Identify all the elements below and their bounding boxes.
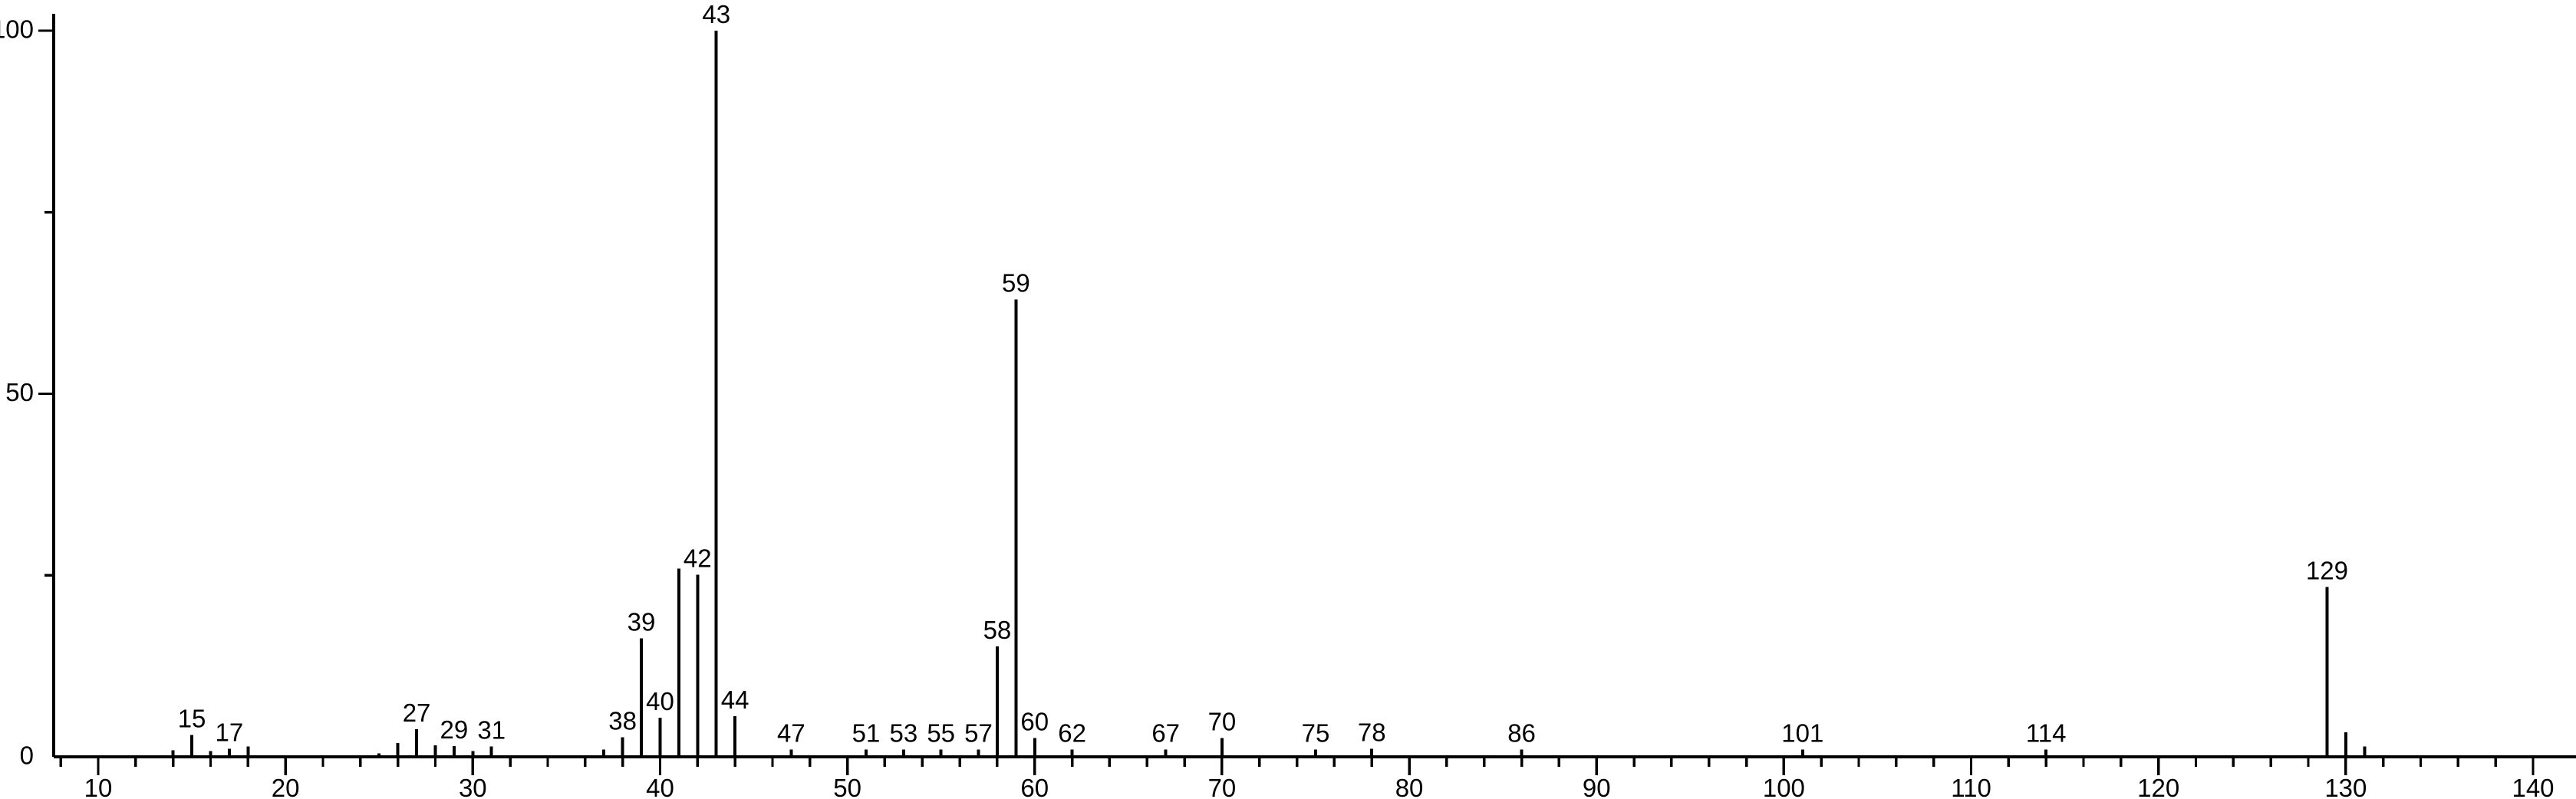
peak-label: 47 — [777, 719, 805, 748]
peak-label: 114 — [2026, 719, 2067, 748]
x-tick-label: 90 — [1583, 774, 1611, 799]
y-tick-label: 100 — [0, 15, 34, 44]
peak-series — [171, 31, 2367, 757]
peak-label: 53 — [890, 719, 918, 748]
x-tick-label: 10 — [84, 774, 113, 799]
peak-label: 17 — [216, 718, 244, 747]
peak-label: 59 — [1002, 268, 1030, 297]
peak-label: 62 — [1058, 719, 1086, 748]
peak-label: 75 — [1302, 719, 1330, 748]
peak-label: 29 — [440, 715, 469, 744]
x-tick-label: 70 — [1208, 774, 1237, 799]
peak-label: 42 — [684, 544, 712, 572]
x-tick-label: 120 — [2137, 774, 2179, 799]
x-tick-label: 140 — [2512, 774, 2554, 799]
x-axis: 10 20 30 40 50 60 70 80 90 100 110 120 130 140 — [54, 755, 2576, 799]
peak-label: 60 — [1020, 707, 1049, 735]
peak-label: 58 — [983, 616, 1012, 644]
peak-label: 55 — [927, 719, 955, 748]
peak-label: 101 — [1781, 719, 1823, 748]
x-tick-label: 130 — [2324, 774, 2367, 799]
peak-label: 67 — [1151, 719, 1180, 748]
x-tick-label: 100 — [1763, 774, 1805, 799]
peak-label: 40 — [646, 687, 674, 715]
peak-label: 15 — [178, 705, 206, 733]
peak-label: 57 — [964, 719, 993, 748]
peak-label: 44 — [721, 686, 749, 714]
peak-label: 70 — [1208, 707, 1237, 735]
peak-label: 129 — [2306, 556, 2348, 584]
x-tick-label: 60 — [1020, 774, 1049, 799]
x-tick-label: 20 — [272, 774, 300, 799]
x-tick-label: 40 — [646, 774, 674, 799]
peak-label: 78 — [1358, 718, 1386, 747]
peak-label: 43 — [702, 0, 730, 28]
y-tick-label: 0 — [20, 741, 34, 770]
peak-labels: 15 17 27 29 31 38 39 40 42 43 44 47 51 53 55 57 58 59 60 62… — [178, 0, 2348, 748]
x-tick-label: 110 — [1951, 774, 1991, 799]
x-tick-label: 30 — [459, 774, 487, 799]
y-axis: 0 50 100 — [0, 14, 55, 770]
peak-label: 27 — [403, 699, 431, 727]
y-tick-label: 50 — [5, 378, 34, 406]
x-tick-label: 80 — [1395, 774, 1424, 799]
peak-label: 39 — [628, 608, 656, 636]
peak-label: 31 — [477, 716, 506, 745]
x-tick-label: 50 — [833, 774, 861, 799]
peak-label: 38 — [608, 706, 637, 735]
peak-label: 86 — [1507, 719, 1536, 748]
peak-label: 51 — [852, 719, 881, 748]
